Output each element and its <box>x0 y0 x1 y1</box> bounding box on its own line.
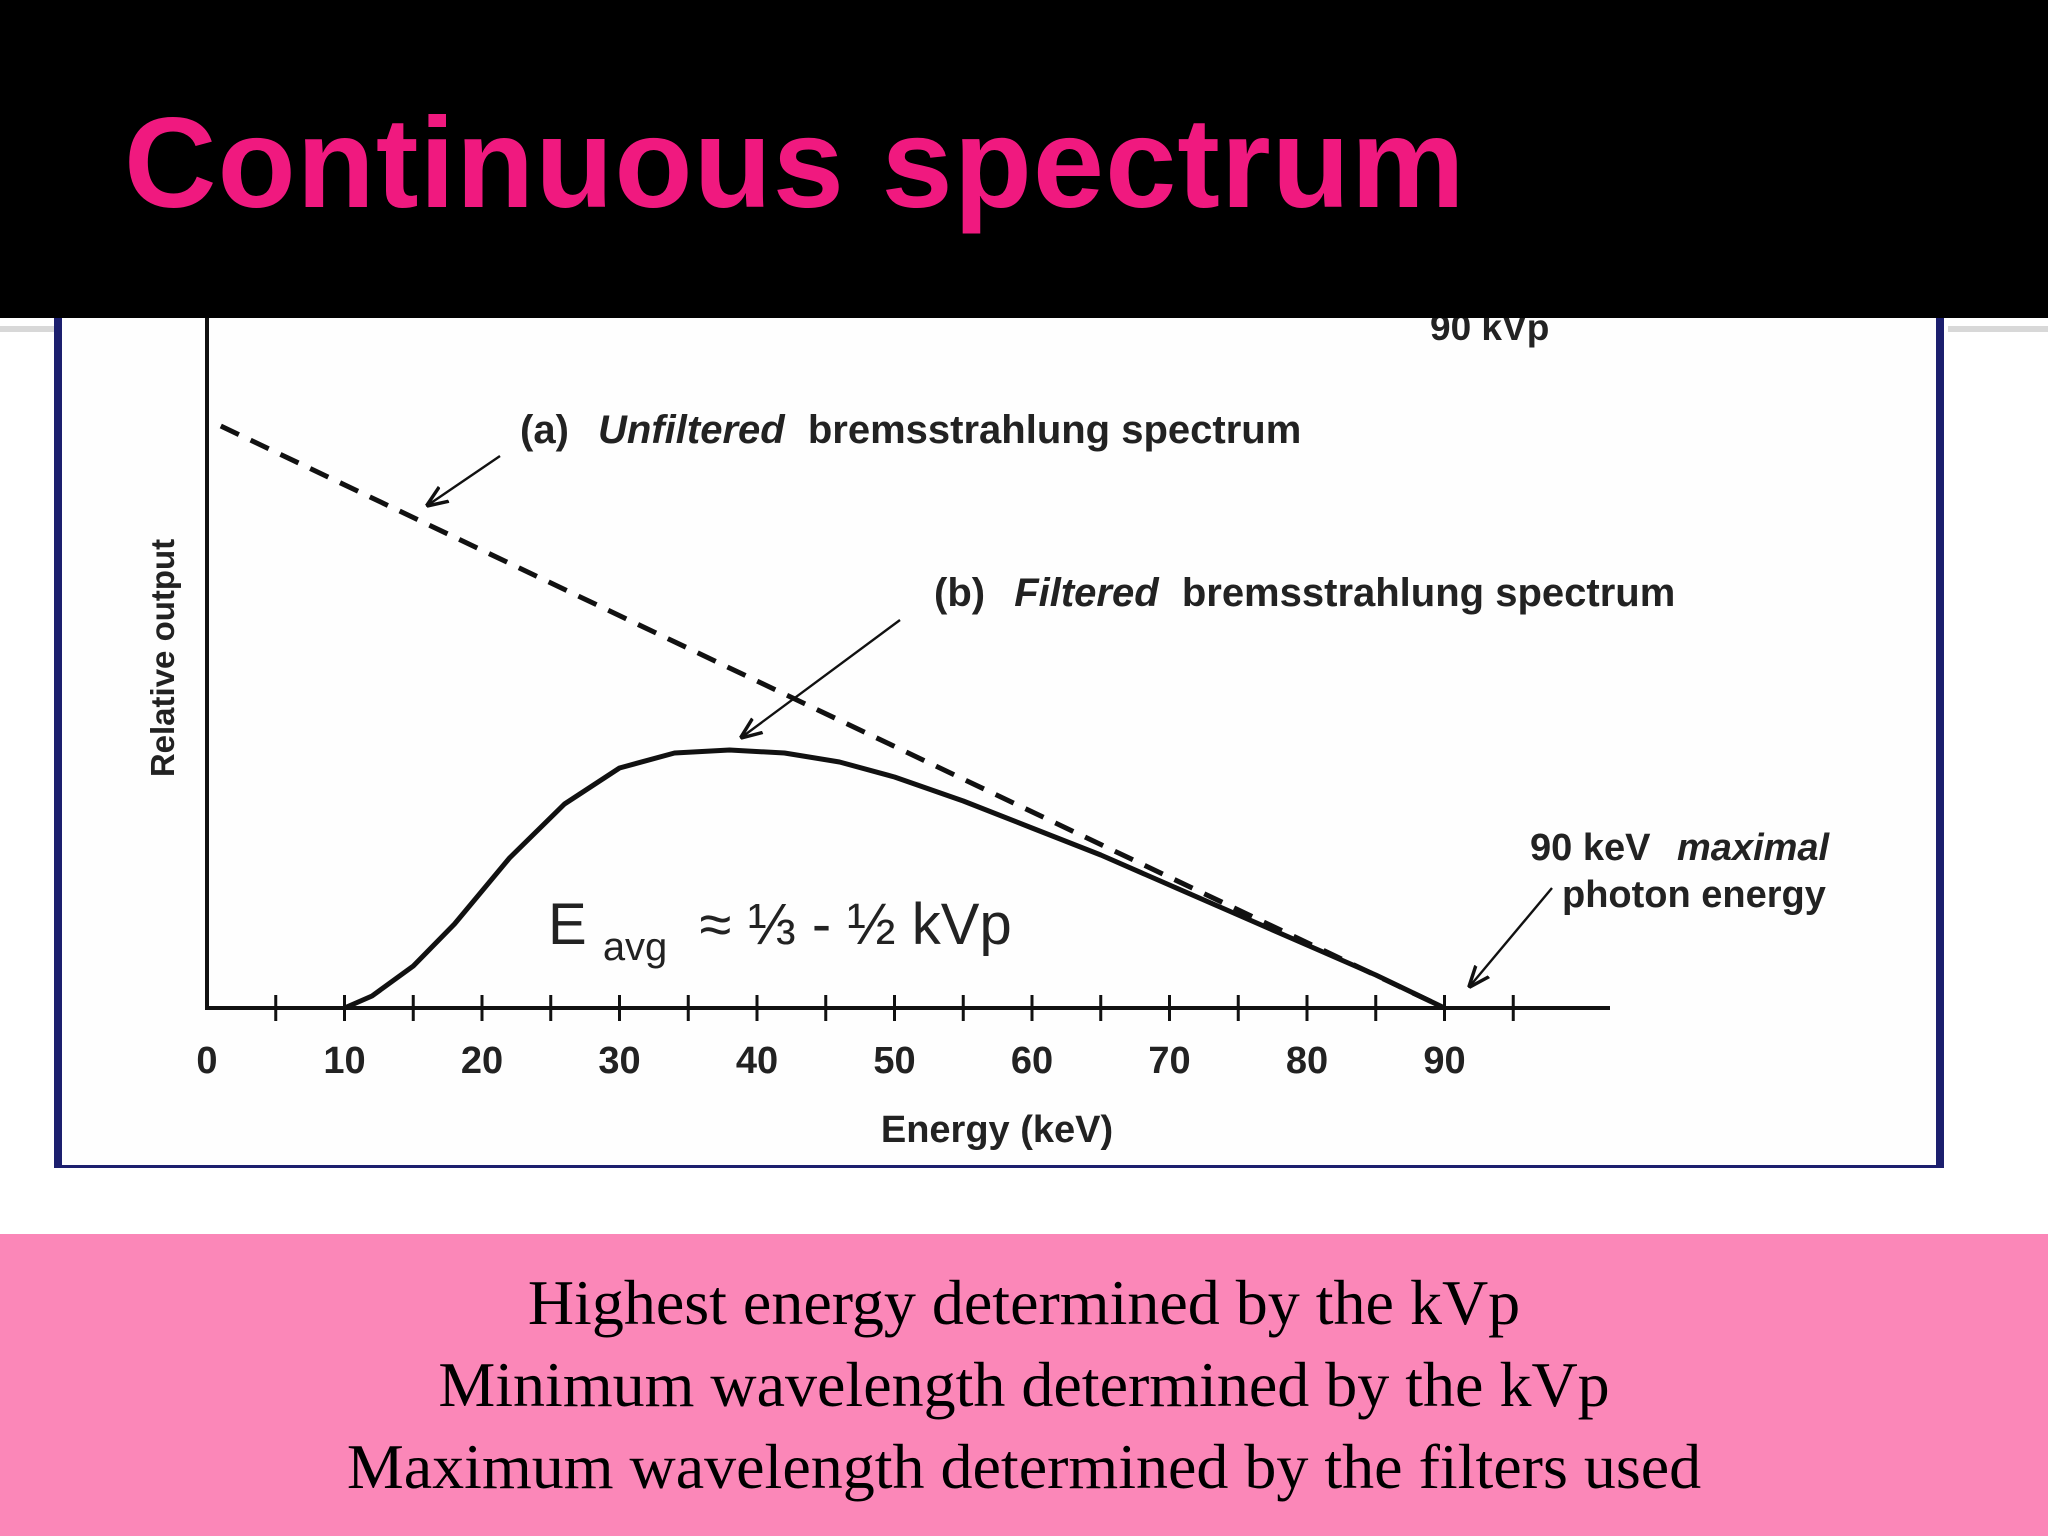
x-tick-label: 30 <box>598 1040 640 1082</box>
caption-band: Highest energy determined by the kVp Min… <box>0 1234 2048 1536</box>
caption-line-highest-energy: Highest energy determined by the kVp <box>527 1267 1521 1338</box>
series-unfiltered-line <box>219 423 1446 1011</box>
max-energy-annotation-line1: 90 keV maximal <box>1530 827 1831 869</box>
x-tick-label: 80 <box>1286 1040 1328 1082</box>
max-energy-italic: maximal <box>1677 827 1831 869</box>
series-filtered-line <box>343 747 1446 1011</box>
series-a-tag: (a) <box>520 408 569 452</box>
series-a-rest: bremsstrahlung spectrum <box>808 408 1301 452</box>
eavg-rest: ≈ ⅓ - ½ kVp <box>699 892 1011 957</box>
chart-frame: 0 10 20 30 40 50 60 70 80 90 Relative output Ener… <box>54 318 1944 1168</box>
title-rule-left <box>0 326 60 332</box>
series-b-tag: (b) <box>934 571 985 615</box>
max-energy-pointer-arrow <box>1470 887 1553 986</box>
x-tick-label: 60 <box>1011 1040 1053 1082</box>
x-tick-label: 90 <box>1423 1040 1465 1082</box>
y-axis-label: Relative output <box>144 539 181 777</box>
slide-title: Continuous spectrum <box>124 92 1466 235</box>
x-tick-label: 0 <box>196 1040 217 1082</box>
max-energy-annotation-line2: photon energy <box>1562 874 1826 916</box>
kvp-label: 90 kVp <box>1430 318 1549 348</box>
x-axis-label: Energy (keV) <box>881 1109 1113 1151</box>
series-b-pointer-arrow <box>742 619 901 737</box>
spectrum-chart: 0 10 20 30 40 50 60 70 80 90 Relative output Ener… <box>144 318 1831 1151</box>
series-b-rest: bremsstrahlung spectrum <box>1182 571 1675 615</box>
series-b-italic: Filtered <box>1014 571 1160 615</box>
eavg-sub: avg <box>603 925 668 969</box>
max-energy-plain: 90 keV <box>1530 827 1651 869</box>
caption-line-maximum-wavelength: Maximum wavelength determined by the fil… <box>346 1431 1702 1502</box>
series-a-pointer-arrow <box>428 455 501 505</box>
title-rule-right <box>1948 326 2048 332</box>
x-tick-label: 10 <box>323 1040 365 1082</box>
series-b-annotation: (b) Filtered bremsstrahlung spectrum <box>934 571 1675 615</box>
eavg-annotation: E avg ≈ ⅓ - ½ kVp <box>548 892 1012 973</box>
series-a-italic: Unfiltered <box>598 408 786 452</box>
caption-line-minimum-wavelength: Minimum wavelength determined by the kVp <box>438 1349 1610 1420</box>
x-tick-label: 70 <box>1148 1040 1190 1082</box>
title-bar: Continuous spectrum <box>0 0 2048 318</box>
x-tick-label: 50 <box>873 1040 915 1082</box>
x-tick-label: 40 <box>736 1040 778 1082</box>
eavg-main: E <box>548 892 587 957</box>
x-tick-label: 20 <box>461 1040 503 1082</box>
series-a-annotation: (a) Unfiltered bremsstrahlung spectrum <box>520 408 1301 452</box>
